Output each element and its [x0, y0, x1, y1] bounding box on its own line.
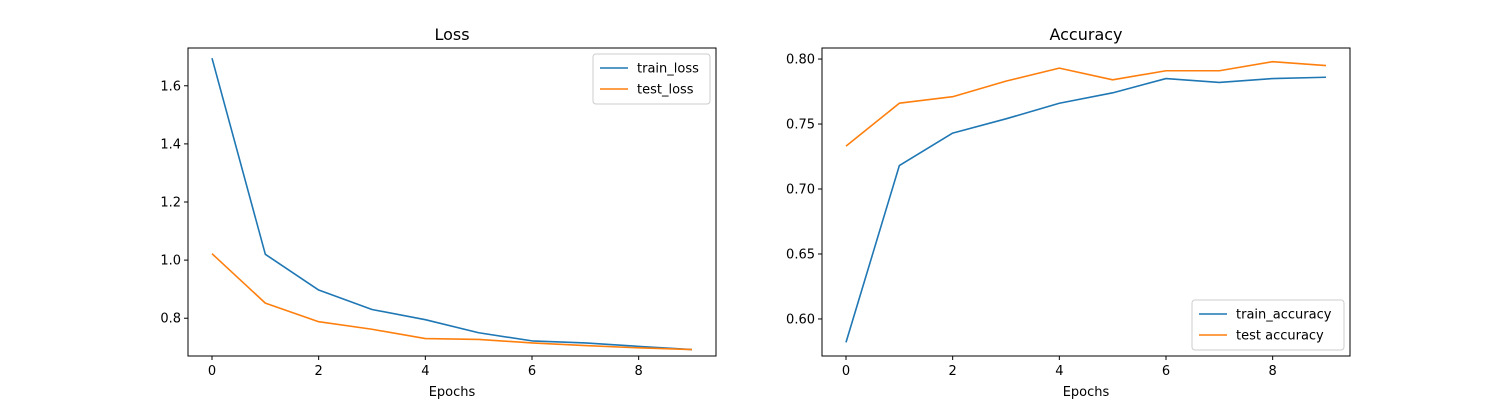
accuracy-series-line-1	[845, 60, 1327, 147]
loss-legend-label: test_loss	[637, 83, 694, 98]
accuracy-series-line-0	[845, 76, 1327, 343]
accuracy-series	[845, 60, 1327, 343]
accuracy-ticks: 0 2 4 6 8 0.60 0.65 0.70 0.75 0.80	[786, 53, 1277, 379]
loss-legend-label: train_loss	[637, 62, 699, 77]
accuracy-legend-label: test accuracy	[1236, 329, 1324, 344]
accuracy-xtick-label: 0	[842, 364, 850, 379]
accuracy-ytick-label: 0.75	[786, 118, 815, 133]
loss-ytick-label: 1.6	[160, 79, 181, 94]
loss-axes-frame	[187, 47, 717, 357]
accuracy-legend-box	[1191, 299, 1345, 351]
accuracy-axes-frame	[821, 47, 1351, 357]
accuracy-xtick-label: 6	[1162, 364, 1170, 379]
loss-legend-box	[592, 53, 711, 105]
loss-ticks: 0 2 4 6 8 0.8 1.0 1.2 1.4 1.6	[160, 79, 642, 379]
accuracy-ytick-label: 0.65	[786, 247, 815, 262]
accuracy-xtick-label: 8	[1269, 364, 1277, 379]
loss-chart-title: Loss	[434, 25, 469, 44]
loss-xtick-label: 6	[528, 364, 536, 379]
loss-ytick-label: 1.4	[160, 137, 181, 152]
loss-xtick-label: 0	[208, 364, 216, 379]
loss-xtick-label: 2	[315, 364, 323, 379]
loss-ytick-label: 1.2	[160, 196, 181, 211]
accuracy-chart: Accuracy Epochs 0 2 4 6 8 0.60 0.65 0.70 0.75 0.8…	[786, 25, 1351, 400]
accuracy-ytick-label: 0.60	[786, 312, 815, 327]
loss-series	[211, 57, 693, 351]
accuracy-xtick-label: 4	[1055, 364, 1063, 379]
loss-series-line-0	[211, 57, 693, 351]
accuracy-legend-label: train_accuracy	[1236, 308, 1332, 323]
loss-ytick-label: 0.8	[160, 312, 181, 327]
loss-chart-xlabel: Epochs	[429, 385, 476, 400]
accuracy-ytick-label: 0.70	[786, 183, 815, 198]
loss-chart: Loss Epochs 0 2 4 6 8 0.8 1.0 1.2 1.4 1.6 train_l…	[160, 25, 717, 400]
loss-series-line-1	[211, 253, 693, 351]
accuracy-chart-xlabel: Epochs	[1063, 385, 1110, 400]
loss-legend: train_loss test_loss	[592, 53, 711, 105]
loss-xtick-label: 8	[635, 364, 643, 379]
accuracy-chart-title: Accuracy	[1049, 25, 1122, 44]
loss-ytick-label: 1.0	[160, 254, 181, 269]
accuracy-ytick-label: 0.80	[786, 53, 815, 68]
loss-xtick-label: 4	[421, 364, 429, 379]
accuracy-xtick-label: 2	[949, 364, 957, 379]
